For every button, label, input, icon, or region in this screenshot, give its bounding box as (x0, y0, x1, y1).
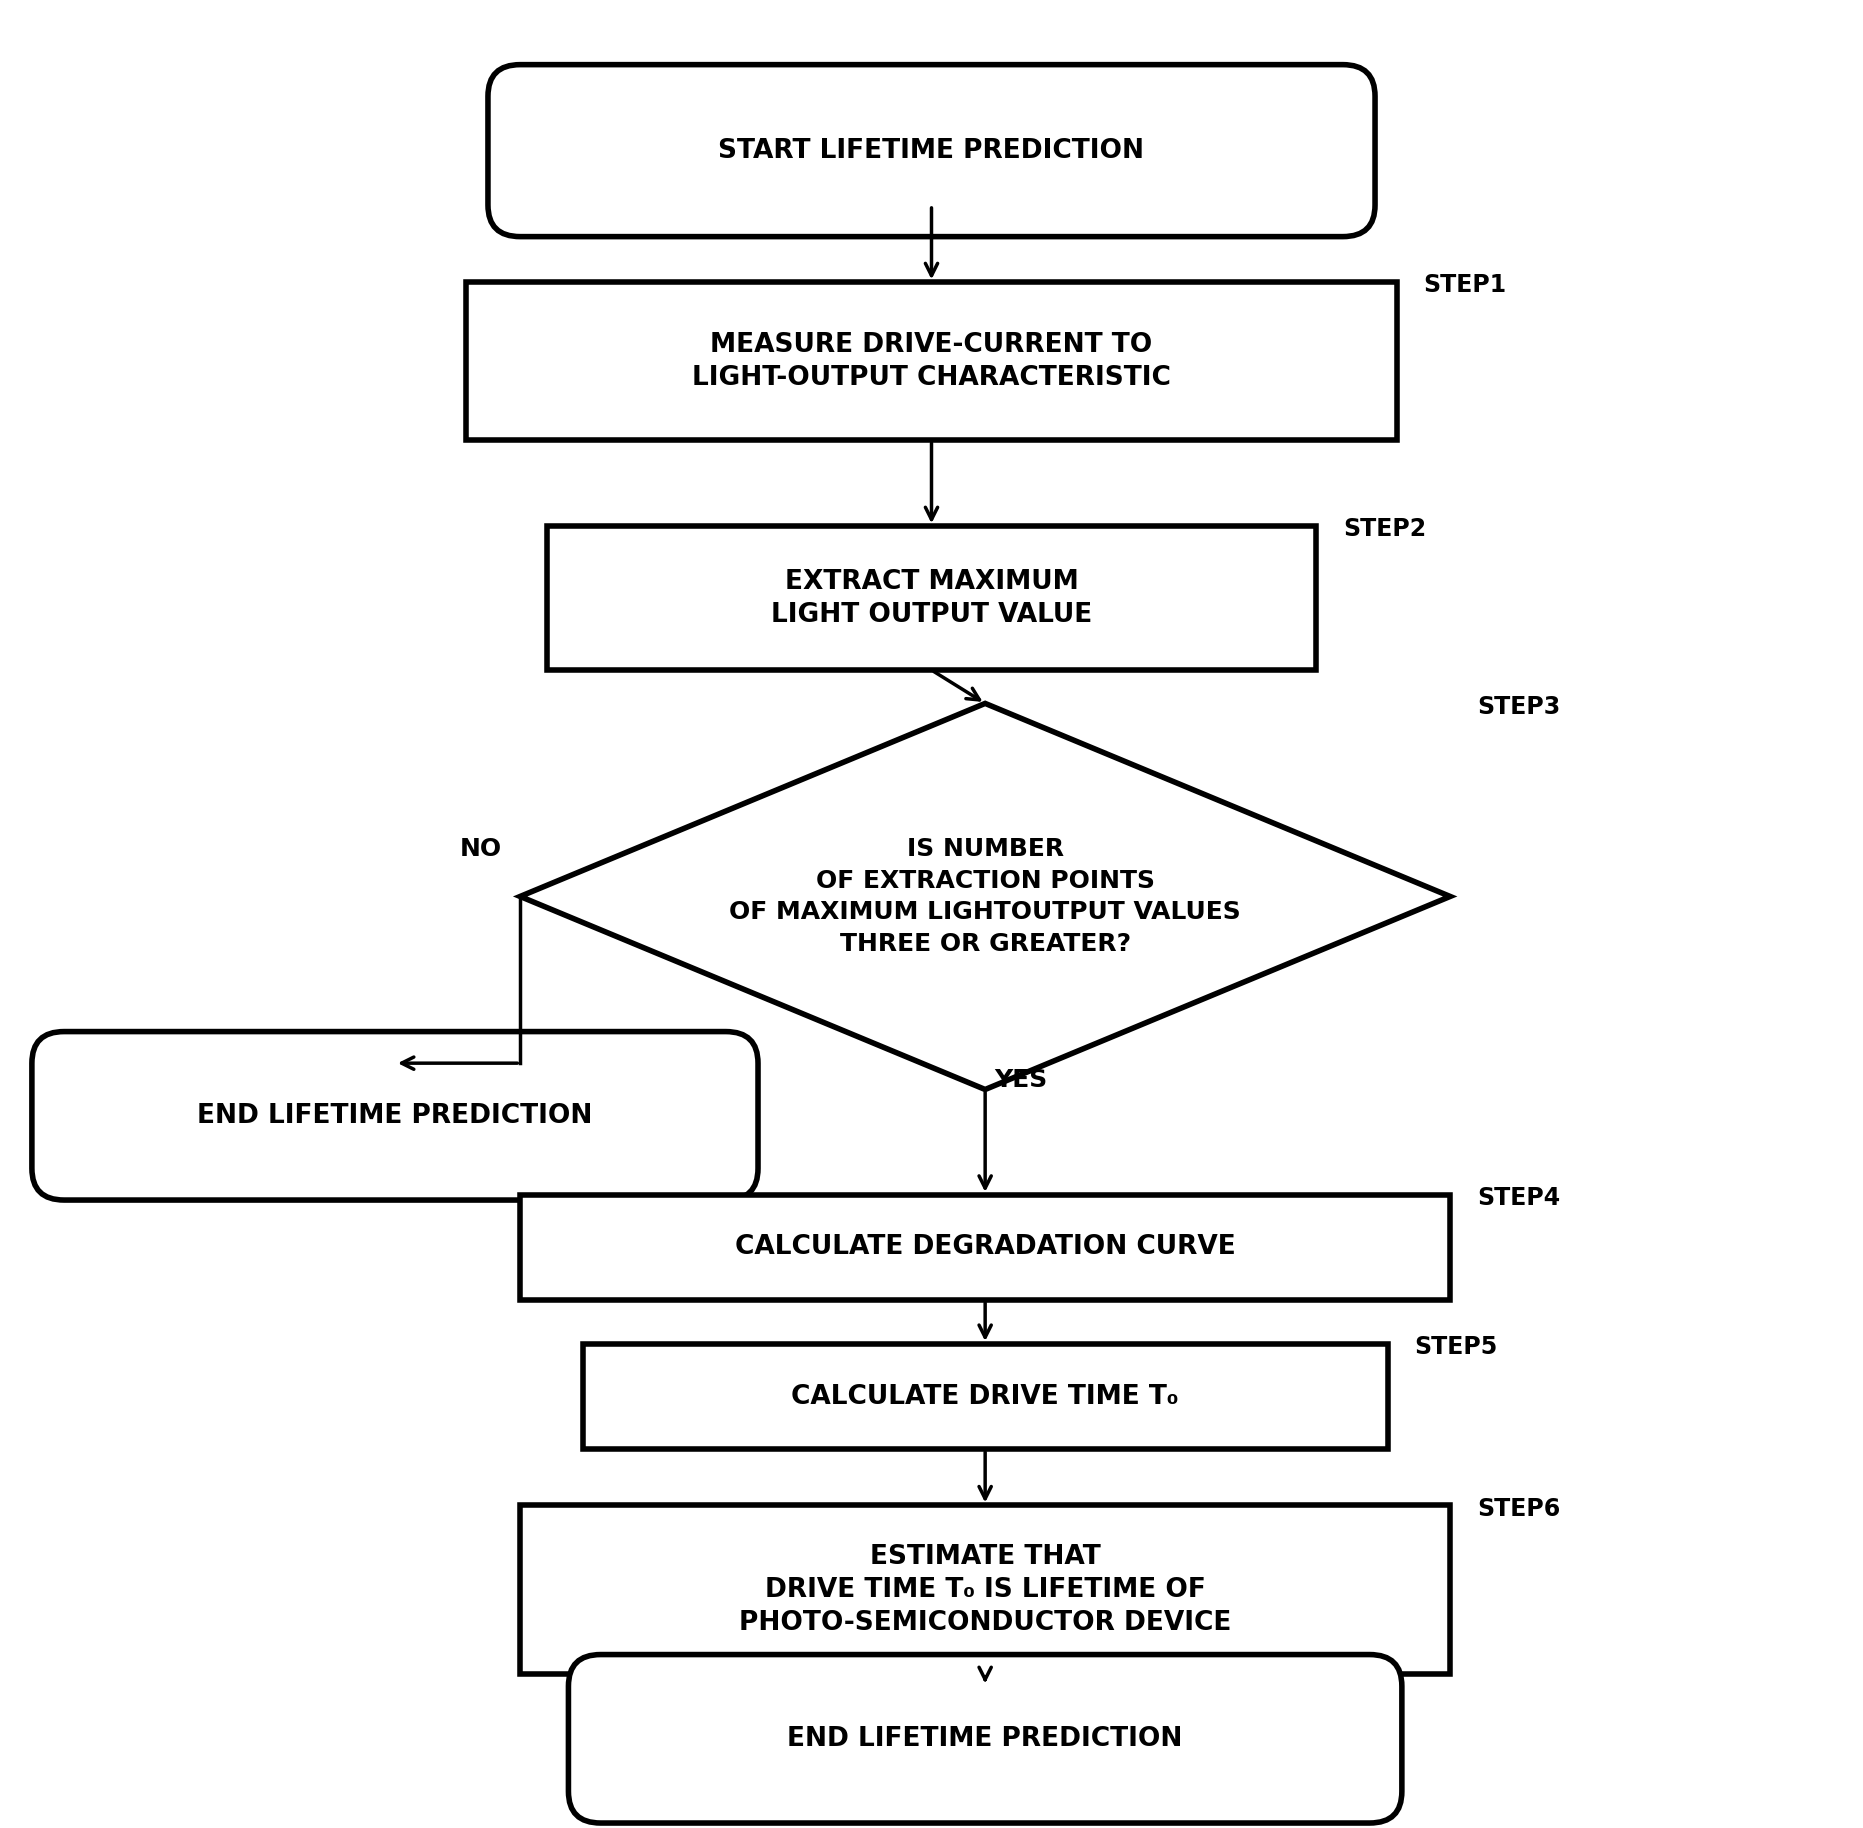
FancyBboxPatch shape (568, 1654, 1401, 1823)
Text: STEP5: STEP5 (1414, 1334, 1498, 1360)
Text: STEP1: STEP1 (1423, 274, 1507, 298)
Text: END LIFETIME PREDICTION: END LIFETIME PREDICTION (788, 1726, 1183, 1751)
Text: CALCULATE DRIVE TIME T₀: CALCULATE DRIVE TIME T₀ (792, 1384, 1179, 1409)
Text: END LIFETIME PREDICTION: END LIFETIME PREDICTION (197, 1102, 592, 1130)
FancyBboxPatch shape (466, 282, 1397, 441)
Text: NO: NO (460, 837, 503, 861)
Text: ESTIMATE THAT
DRIVE TIME T₀ IS LIFETIME OF
PHOTO-SEMICONDUCTOR DEVICE: ESTIMATE THAT DRIVE TIME T₀ IS LIFETIME … (740, 1543, 1231, 1636)
Text: STEP6: STEP6 (1477, 1497, 1559, 1521)
FancyBboxPatch shape (488, 64, 1375, 236)
Text: STEP2: STEP2 (1343, 517, 1425, 541)
Text: STEP3: STEP3 (1477, 695, 1559, 718)
FancyBboxPatch shape (548, 526, 1315, 671)
Polygon shape (520, 704, 1449, 1089)
Text: YES: YES (995, 1068, 1047, 1093)
FancyBboxPatch shape (520, 1196, 1449, 1300)
Text: CALCULATE DEGRADATION CURVE: CALCULATE DEGRADATION CURVE (734, 1234, 1235, 1261)
Text: EXTRACT MAXIMUM
LIGHT OUTPUT VALUE: EXTRACT MAXIMUM LIGHT OUTPUT VALUE (771, 569, 1092, 627)
Text: MEASURE DRIVE-CURRENT TO
LIGHT-OUTPUT CHARACTERISTIC: MEASURE DRIVE-CURRENT TO LIGHT-OUTPUT CH… (691, 331, 1172, 391)
Text: START LIFETIME PREDICTION: START LIFETIME PREDICTION (719, 137, 1144, 165)
FancyBboxPatch shape (32, 1031, 758, 1199)
FancyBboxPatch shape (583, 1344, 1388, 1450)
Text: STEP4: STEP4 (1477, 1186, 1559, 1210)
FancyBboxPatch shape (520, 1506, 1449, 1674)
Text: IS NUMBER
OF EXTRACTION POINTS
OF MAXIMUM LIGHTOUTPUT VALUES
THREE OR GREATER?: IS NUMBER OF EXTRACTION POINTS OF MAXIMU… (728, 837, 1241, 956)
